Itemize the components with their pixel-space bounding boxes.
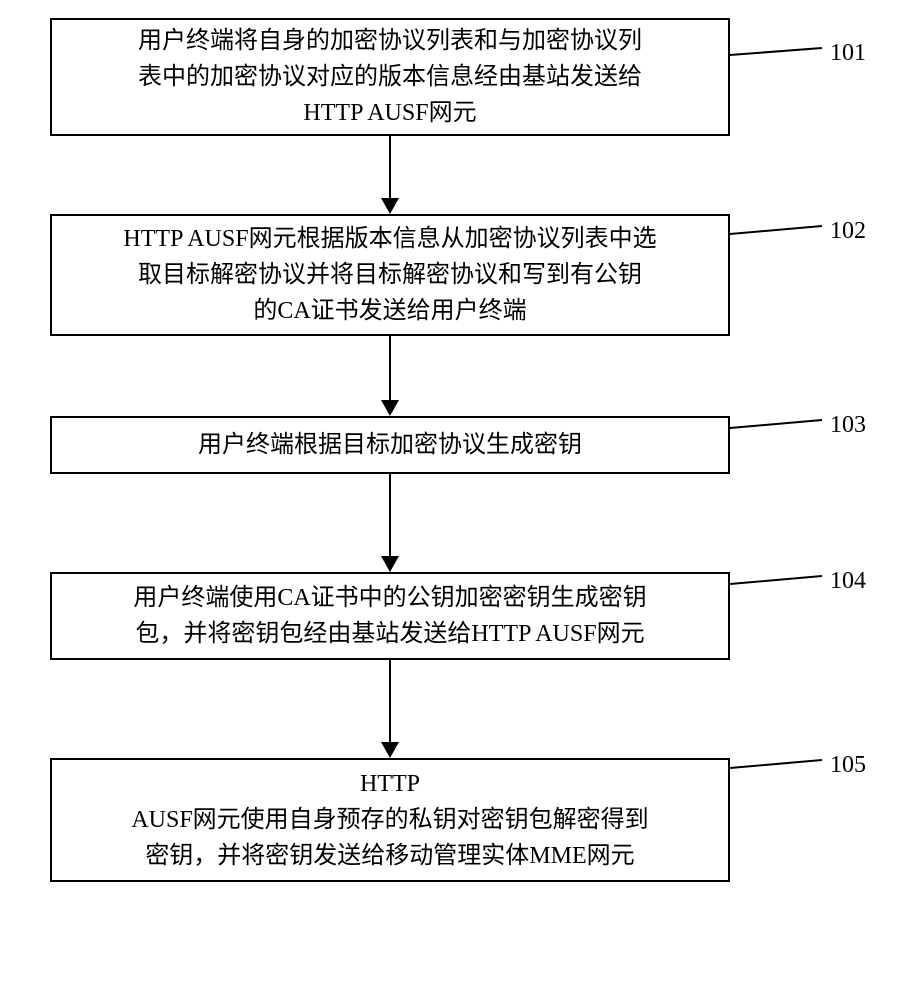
step-box-102: HTTP AUSF网元根据版本信息从加密协议列表中选取目标解密协议并将目标解密协…	[50, 214, 730, 336]
arrow-104-105	[389, 660, 391, 742]
arrow-102-103	[389, 336, 391, 400]
label-102: 102	[830, 218, 866, 245]
step-text-102: HTTP AUSF网元根据版本信息从加密协议列表中选取目标解密协议并将目标解密协…	[123, 221, 656, 329]
label-103: 103	[830, 412, 866, 439]
step-text-104: 用户终端使用CA证书中的公钥加密密钥生成密钥包，并将密钥包经由基站发送给HTTP…	[133, 580, 646, 652]
arrow-103-104	[389, 474, 391, 556]
step-box-103: 用户终端根据目标加密协议生成密钥	[50, 416, 730, 474]
arrow-head-104-105	[381, 742, 399, 758]
label-101: 101	[830, 40, 866, 67]
arrow-head-101-102	[381, 198, 399, 214]
step-text-103: 用户终端根据目标加密协议生成密钥	[198, 427, 582, 463]
label-104: 104	[830, 568, 866, 595]
step-box-104: 用户终端使用CA证书中的公钥加密密钥生成密钥包，并将密钥包经由基站发送给HTTP…	[50, 572, 730, 660]
step-box-101: 用户终端将自身的加密协议列表和与加密协议列表中的加密协议对应的版本信息经由基站发…	[50, 18, 730, 136]
label-105: 105	[830, 752, 866, 779]
flowchart-container: 用户终端将自身的加密协议列表和与加密协议列表中的加密协议对应的版本信息经由基站发…	[50, 0, 730, 1000]
step-text-101: 用户终端将自身的加密协议列表和与加密协议列表中的加密协议对应的版本信息经由基站发…	[138, 23, 642, 131]
arrow-head-102-103	[381, 400, 399, 416]
step-text-105: HTTPAUSF网元使用自身预存的私钥对密钥包解密得到密钥，并将密钥发送给移动管…	[131, 766, 648, 874]
arrow-101-102	[389, 136, 391, 198]
step-box-105: HTTPAUSF网元使用自身预存的私钥对密钥包解密得到密钥，并将密钥发送给移动管…	[50, 758, 730, 882]
arrow-head-103-104	[381, 556, 399, 572]
